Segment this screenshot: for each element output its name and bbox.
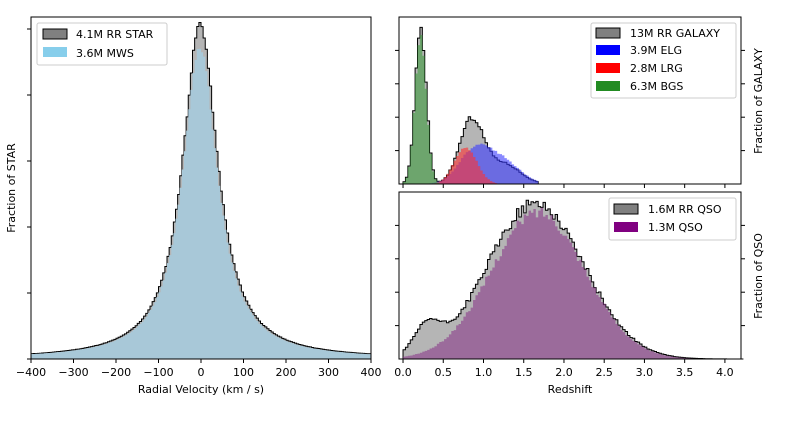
- bottom-right-x-ticks: 0.0 0.5 1.0 1.5 2.0 2.5 3.0 3.5 4.0: [394, 359, 734, 379]
- legend-label-bgs: 6.3M BGS: [630, 80, 683, 93]
- x-tick-label: 200: [276, 366, 297, 379]
- legend-label-rr-galaxy: 13M RR GALAXY: [630, 27, 720, 40]
- x-tick-label: 2.5: [595, 366, 613, 379]
- x-tick-label: −400: [16, 366, 46, 379]
- x-tick-label: 0.0: [394, 366, 412, 379]
- bottom-right-legend: 1.6M RR QSO 1.3M QSO: [608, 197, 737, 241]
- x-tick-label: 1.0: [475, 366, 493, 379]
- x-tick-label: 0.5: [435, 366, 453, 379]
- x-tick-label: 1.5: [515, 366, 533, 379]
- left-legend-box: [36, 22, 168, 66]
- legend-swatch-rr-star: [42, 28, 68, 40]
- histogram-bgs: [403, 34, 454, 184]
- top-right-histogram: [402, 26, 539, 185]
- x-tick-label: −200: [101, 366, 131, 379]
- top-right-y-ticks: [395, 49, 745, 152]
- top-right-x-ticks: [402, 184, 726, 188]
- left-x-axis-label: Radial Velocity (km / s): [138, 383, 264, 396]
- legend-swatch-mws: [43, 47, 67, 57]
- left-x-ticks: −400 −300 −200 −100 0 100 200 300 400: [16, 359, 382, 379]
- bottom-right-legend-box: [608, 197, 737, 241]
- top-right-frame: [398, 16, 742, 185]
- x-tick-label: −100: [143, 366, 173, 379]
- bottom-right-panel: 0.0 0.5 1.0 1.5 2.0 2.5 3.0 3.5 4.0 Redshift Fra…: [394, 191, 765, 396]
- x-tick-label: 3.5: [676, 366, 694, 379]
- left-y-ticks: [27, 28, 31, 360]
- x-tick-label: 300: [318, 366, 339, 379]
- legend-label-mws: 3.6M MWS: [76, 47, 134, 60]
- top-right-panel: Fraction of GALAXY 13M RR GALAXY 3.9M EL…: [395, 16, 765, 188]
- bottom-right-x-axis-label: Redshift: [548, 383, 593, 396]
- legend-swatch-rr-qso: [613, 203, 639, 215]
- left-legend: 4.1M RR STAR 3.6M MWS: [36, 22, 168, 66]
- histogram-mws: [31, 48, 371, 359]
- x-tick-label: 4.0: [716, 366, 734, 379]
- legend-swatch-lrg: [596, 63, 620, 73]
- x-tick-label: 100: [233, 366, 254, 379]
- top-right-legend-box: [590, 22, 737, 99]
- left-y-axis-label: Fraction of STAR: [5, 143, 18, 233]
- legend-label-qso: 1.3M QSO: [648, 221, 703, 234]
- top-right-y-axis-label: Fraction of GALAXY: [752, 48, 765, 154]
- x-tick-label: 0: [198, 366, 205, 379]
- histogram-qso: [403, 207, 744, 359]
- legend-swatch-bgs: [596, 81, 620, 91]
- bottom-right-histogram: [402, 199, 744, 360]
- legend-swatch-rr-galaxy: [595, 27, 621, 39]
- legend-label-rr-qso: 1.6M RR QSO: [648, 203, 722, 216]
- legend-label-lrg: 2.8M LRG: [630, 62, 683, 75]
- legend-swatch-elg: [596, 45, 620, 55]
- left-histogram: [30, 22, 372, 360]
- legend-swatch-qso: [614, 222, 638, 232]
- left-panel: −400 −300 −200 −100 0 100 200 300 400 Radial Vel…: [5, 16, 382, 396]
- top-right-legend: 13M RR GALAXY 3.9M ELG 2.8M LRG 6.3M BGS: [590, 22, 737, 99]
- legend-label-elg: 3.9M ELG: [630, 44, 682, 57]
- x-tick-label: 400: [361, 366, 382, 379]
- bottom-right-y-ticks: [395, 224, 745, 327]
- bottom-right-frame: [398, 191, 742, 360]
- x-tick-label: 3.0: [636, 366, 654, 379]
- x-tick-label: −300: [58, 366, 88, 379]
- histogram-lrg: [403, 147, 498, 184]
- bottom-right-y-axis-label: Fraction of QSO: [752, 233, 765, 319]
- legend-label-rr-star: 4.1M RR STAR: [76, 28, 154, 41]
- x-tick-label: 2.0: [555, 366, 573, 379]
